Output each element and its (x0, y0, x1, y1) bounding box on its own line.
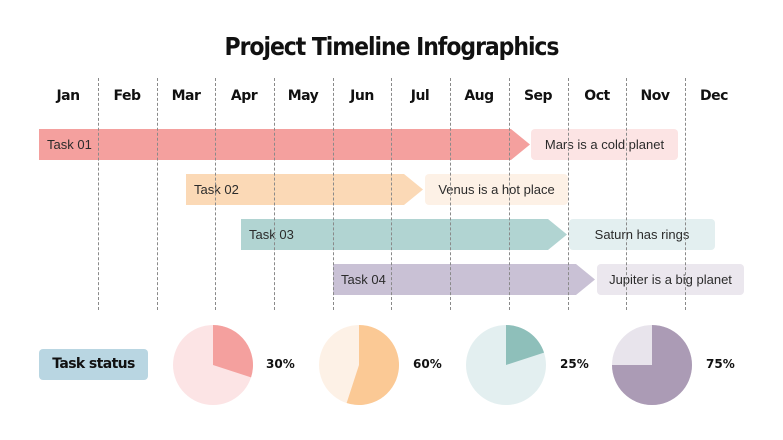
month-label: Nov (640, 88, 670, 104)
task-note-03: Saturn has rings (569, 219, 715, 250)
month-label: Feb (113, 88, 141, 104)
pie-chart-task-04 (612, 325, 692, 405)
pie-chart-task-01 (173, 325, 253, 405)
month-divider (685, 78, 686, 310)
month-divider (391, 78, 392, 310)
month-divider (333, 78, 334, 310)
month-label: Apr (230, 88, 258, 104)
task-note-02: Venus is a hot place (425, 174, 568, 205)
task-bar-03: Task 03 (241, 219, 568, 250)
pie-percent-label: 60% (413, 357, 442, 371)
month-label: Sep (523, 88, 553, 104)
arrow-bar-shape (39, 129, 530, 160)
task-bar-04: Task 04 (333, 264, 596, 295)
month-divider (626, 78, 627, 310)
month-label: Dec (700, 88, 728, 104)
task-status-label: Task status (39, 349, 148, 380)
arrow-bar-shape (241, 219, 567, 250)
pie-chart-task-02 (319, 325, 399, 405)
task-note-04: Jupiter is a big planet (597, 264, 744, 295)
page-title: Project Timeline Infographics (224, 32, 560, 61)
month-label: Jul (410, 88, 430, 104)
month-divider (215, 78, 216, 310)
month-divider (98, 78, 99, 310)
month-label: Mar (171, 88, 201, 104)
month-divider (274, 78, 275, 310)
month-label: Jan (56, 88, 80, 104)
task-bar-02: Task 02 (186, 174, 424, 205)
arrow-bar-shape (186, 174, 423, 205)
task-label: Task 01 (47, 137, 92, 152)
month-divider (568, 78, 569, 310)
month-divider (509, 78, 510, 310)
task-label: Task 03 (249, 227, 294, 242)
month-label: Jun (350, 88, 374, 104)
month-label: May (287, 88, 319, 104)
pie-chart-task-03 (466, 325, 546, 405)
task-label: Task 02 (194, 182, 239, 197)
pie-percent-label: 75% (706, 357, 735, 371)
pie-percent-label: 25% (560, 357, 589, 371)
month-divider (157, 78, 158, 310)
task-label: Task 04 (341, 272, 386, 287)
month-label: Oct (584, 88, 610, 104)
arrow-bar-shape (333, 264, 595, 295)
month-divider (450, 78, 451, 310)
task-note-01: Mars is a cold planet (531, 129, 678, 160)
task-bar-01: Task 01 (39, 129, 531, 160)
month-label: Aug (464, 88, 494, 104)
pie-percent-label: 30% (266, 357, 295, 371)
